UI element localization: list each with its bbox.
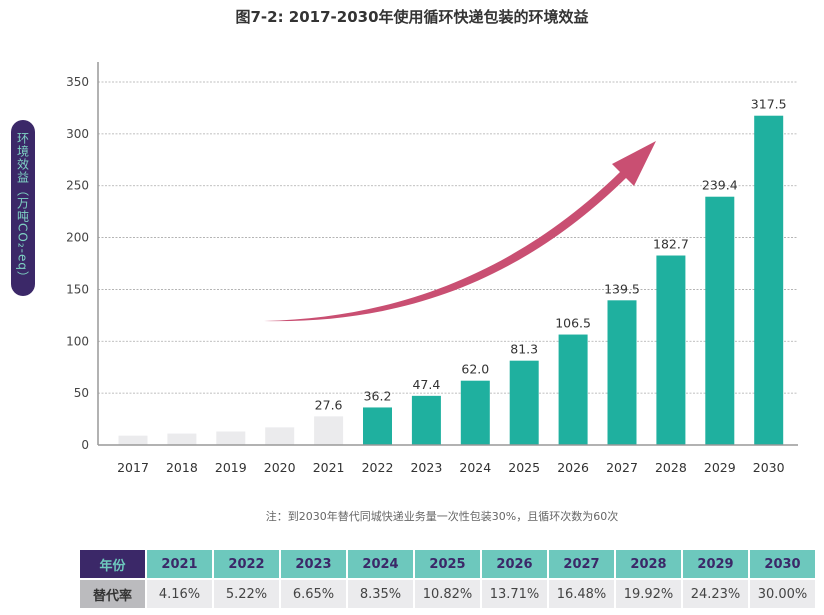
table-cell-rate: 5.22% [214,580,279,608]
value-label: 317.5 [751,97,787,112]
value-label: 81.3 [510,342,538,357]
bar-2024 [460,380,490,445]
footnote: 注：到2030年替代同城快递业务量一次性包装30%，且循环次数为60次 [265,510,619,523]
y-tick-label: 300 [66,127,89,141]
y-axis-label: 环境效益（万吨CO₂-eq） [15,132,30,284]
value-label: 182.7 [653,237,689,252]
bar-2020 [265,427,295,445]
bar-2023 [411,395,441,445]
x-tick-label: 2029 [704,460,736,475]
header-label-year: 年份 [80,550,145,578]
bars [118,115,784,445]
bar-2017 [118,435,148,445]
bar-2025 [509,360,539,445]
y-tick-label: 350 [66,75,89,89]
x-tick-label: 2019 [215,460,247,475]
bar-2028 [656,255,686,445]
value-label: 27.6 [315,397,343,412]
y-axis-ticks: 0 50 100 150 200 250 300 350 [66,75,89,452]
y-tick-label: 200 [66,231,89,245]
table-header-year: 2025 [415,550,480,578]
table-cell-rate: 4.16% [147,580,212,608]
table-header-year: 2028 [616,550,681,578]
table-header-year: 2021 [147,550,212,578]
table-cell-rate: 30.00% [750,580,815,608]
x-tick-label: 2024 [459,460,491,475]
x-tick-label: 2018 [166,460,198,475]
bar-2018 [167,433,197,445]
x-tick-label: 2027 [606,460,638,475]
table-header-row: 年份 2021 2022 2023 2024 2025 2026 2027 2028 2029 2… [80,550,815,578]
chart-title: 图7-2: 2017-2030年使用循环快递包装的环境效益 [235,8,589,26]
value-label: 106.5 [555,316,591,331]
bar-2019 [216,431,246,445]
table-header-year: 2027 [549,550,614,578]
x-tick-label: 2021 [313,460,345,475]
x-tick-label: 2025 [508,460,540,475]
bar-2022 [363,407,392,445]
x-tick-label: 2023 [410,460,442,475]
bar-2030 [754,115,784,445]
y-tick-label: 250 [66,179,89,193]
x-tick-label: 2030 [753,460,785,475]
value-label: 239.4 [702,178,738,193]
bar-2029 [705,196,735,445]
y-axis-label-pill: 环境效益（万吨CO₂-eq） [11,120,35,296]
table-header-year: 2024 [348,550,413,578]
x-tick-label: 2022 [362,460,394,475]
y-tick-label: 0 [81,438,89,452]
x-tick-label: 2020 [264,460,296,475]
value-label: 139.5 [604,281,640,296]
table-header-year: 2030 [750,550,815,578]
row-label-rate: 替代率 [80,580,145,608]
value-label: 62.0 [461,362,489,377]
bar-2021 [314,416,344,445]
bar-2026 [558,334,588,445]
table-cell-rate: 10.82% [415,580,480,608]
x-tick-label: 2028 [655,460,687,475]
y-tick-label: 150 [66,282,89,296]
bar-2027 [607,300,637,445]
y-tick-label: 50 [74,386,89,400]
table-cell-rate: 6.65% [281,580,346,608]
gridlines [98,81,798,394]
table-cell-rate: 16.48% [549,580,614,608]
table-row: 替代率 4.16% 5.22% 6.65% 8.35% 10.82% 13.71% 16.4… [80,580,815,608]
x-axis-ticks: 2017 2018 2019 2020 2021 2022 2023 2024 2025 2026… [117,460,785,475]
x-tick-label: 2026 [557,460,589,475]
table-cell-rate: 13.71% [482,580,547,608]
value-labels: 27.6 36.2 47.4 62.0 81.3 106.5 139.5 182.7 239.4… [315,97,787,413]
value-label: 36.2 [364,388,392,403]
x-tick-label: 2017 [117,460,149,475]
table-cell-rate: 8.35% [348,580,413,608]
table-header-year: 2026 [482,550,547,578]
table-cell-rate: 24.23% [683,580,748,608]
value-label: 47.4 [412,377,440,392]
table-cell-rate: 19.92% [616,580,681,608]
table-header-year: 2023 [281,550,346,578]
bar-chart: 0 50 100 150 200 250 300 350 27.6 36.2 47.4 62.0 81… [66,62,798,475]
table-header-year: 2022 [214,550,279,578]
substitution-rate-table: 年份 2021 2022 2023 2024 2025 2026 2027 2028 2029 2… [78,548,817,610]
y-tick-label: 100 [66,334,89,348]
trend-arrow [264,141,656,322]
table-header-year: 2029 [683,550,748,578]
